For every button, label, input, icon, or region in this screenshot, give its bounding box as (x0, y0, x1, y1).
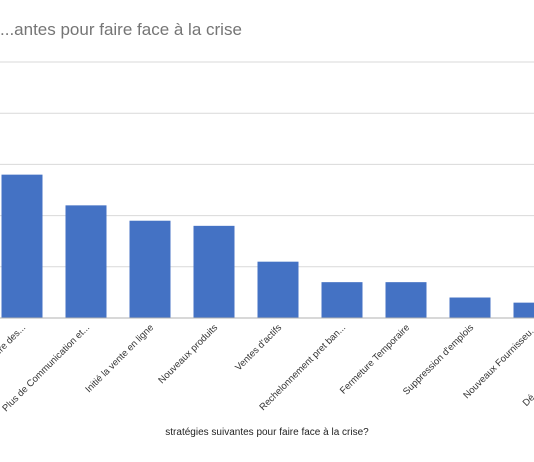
bar (513, 302, 534, 318)
x-tick-label: ...re des... (0, 322, 28, 360)
chart-title: ...antes pour faire face à la crise (0, 20, 242, 39)
x-tick-label: Fermeture Temporaire (338, 322, 412, 396)
x-tick-label-cut: Dé (521, 392, 534, 408)
bars (1, 174, 534, 318)
x-tick-label: Suppression d'emplois (401, 322, 476, 397)
bar (129, 220, 171, 318)
x-axis-title: stratégies suivantes pour faire face à l… (165, 427, 369, 438)
x-tick-label: Nouveaux produits (156, 322, 220, 386)
x-tick-label: Nouveaux Fournisseu... (461, 322, 534, 401)
x-tick-label: Initié la vente en ligne (83, 322, 156, 395)
bar (449, 297, 491, 318)
bar (193, 225, 235, 318)
bar (385, 282, 427, 318)
x-tick-labels: ...re des...Plus de Communication et...I… (0, 322, 534, 414)
bar (321, 282, 363, 318)
bar (257, 261, 299, 318)
x-tick-label: Ventes d'actifs (233, 322, 284, 373)
bar (65, 205, 107, 318)
bar (1, 174, 43, 318)
